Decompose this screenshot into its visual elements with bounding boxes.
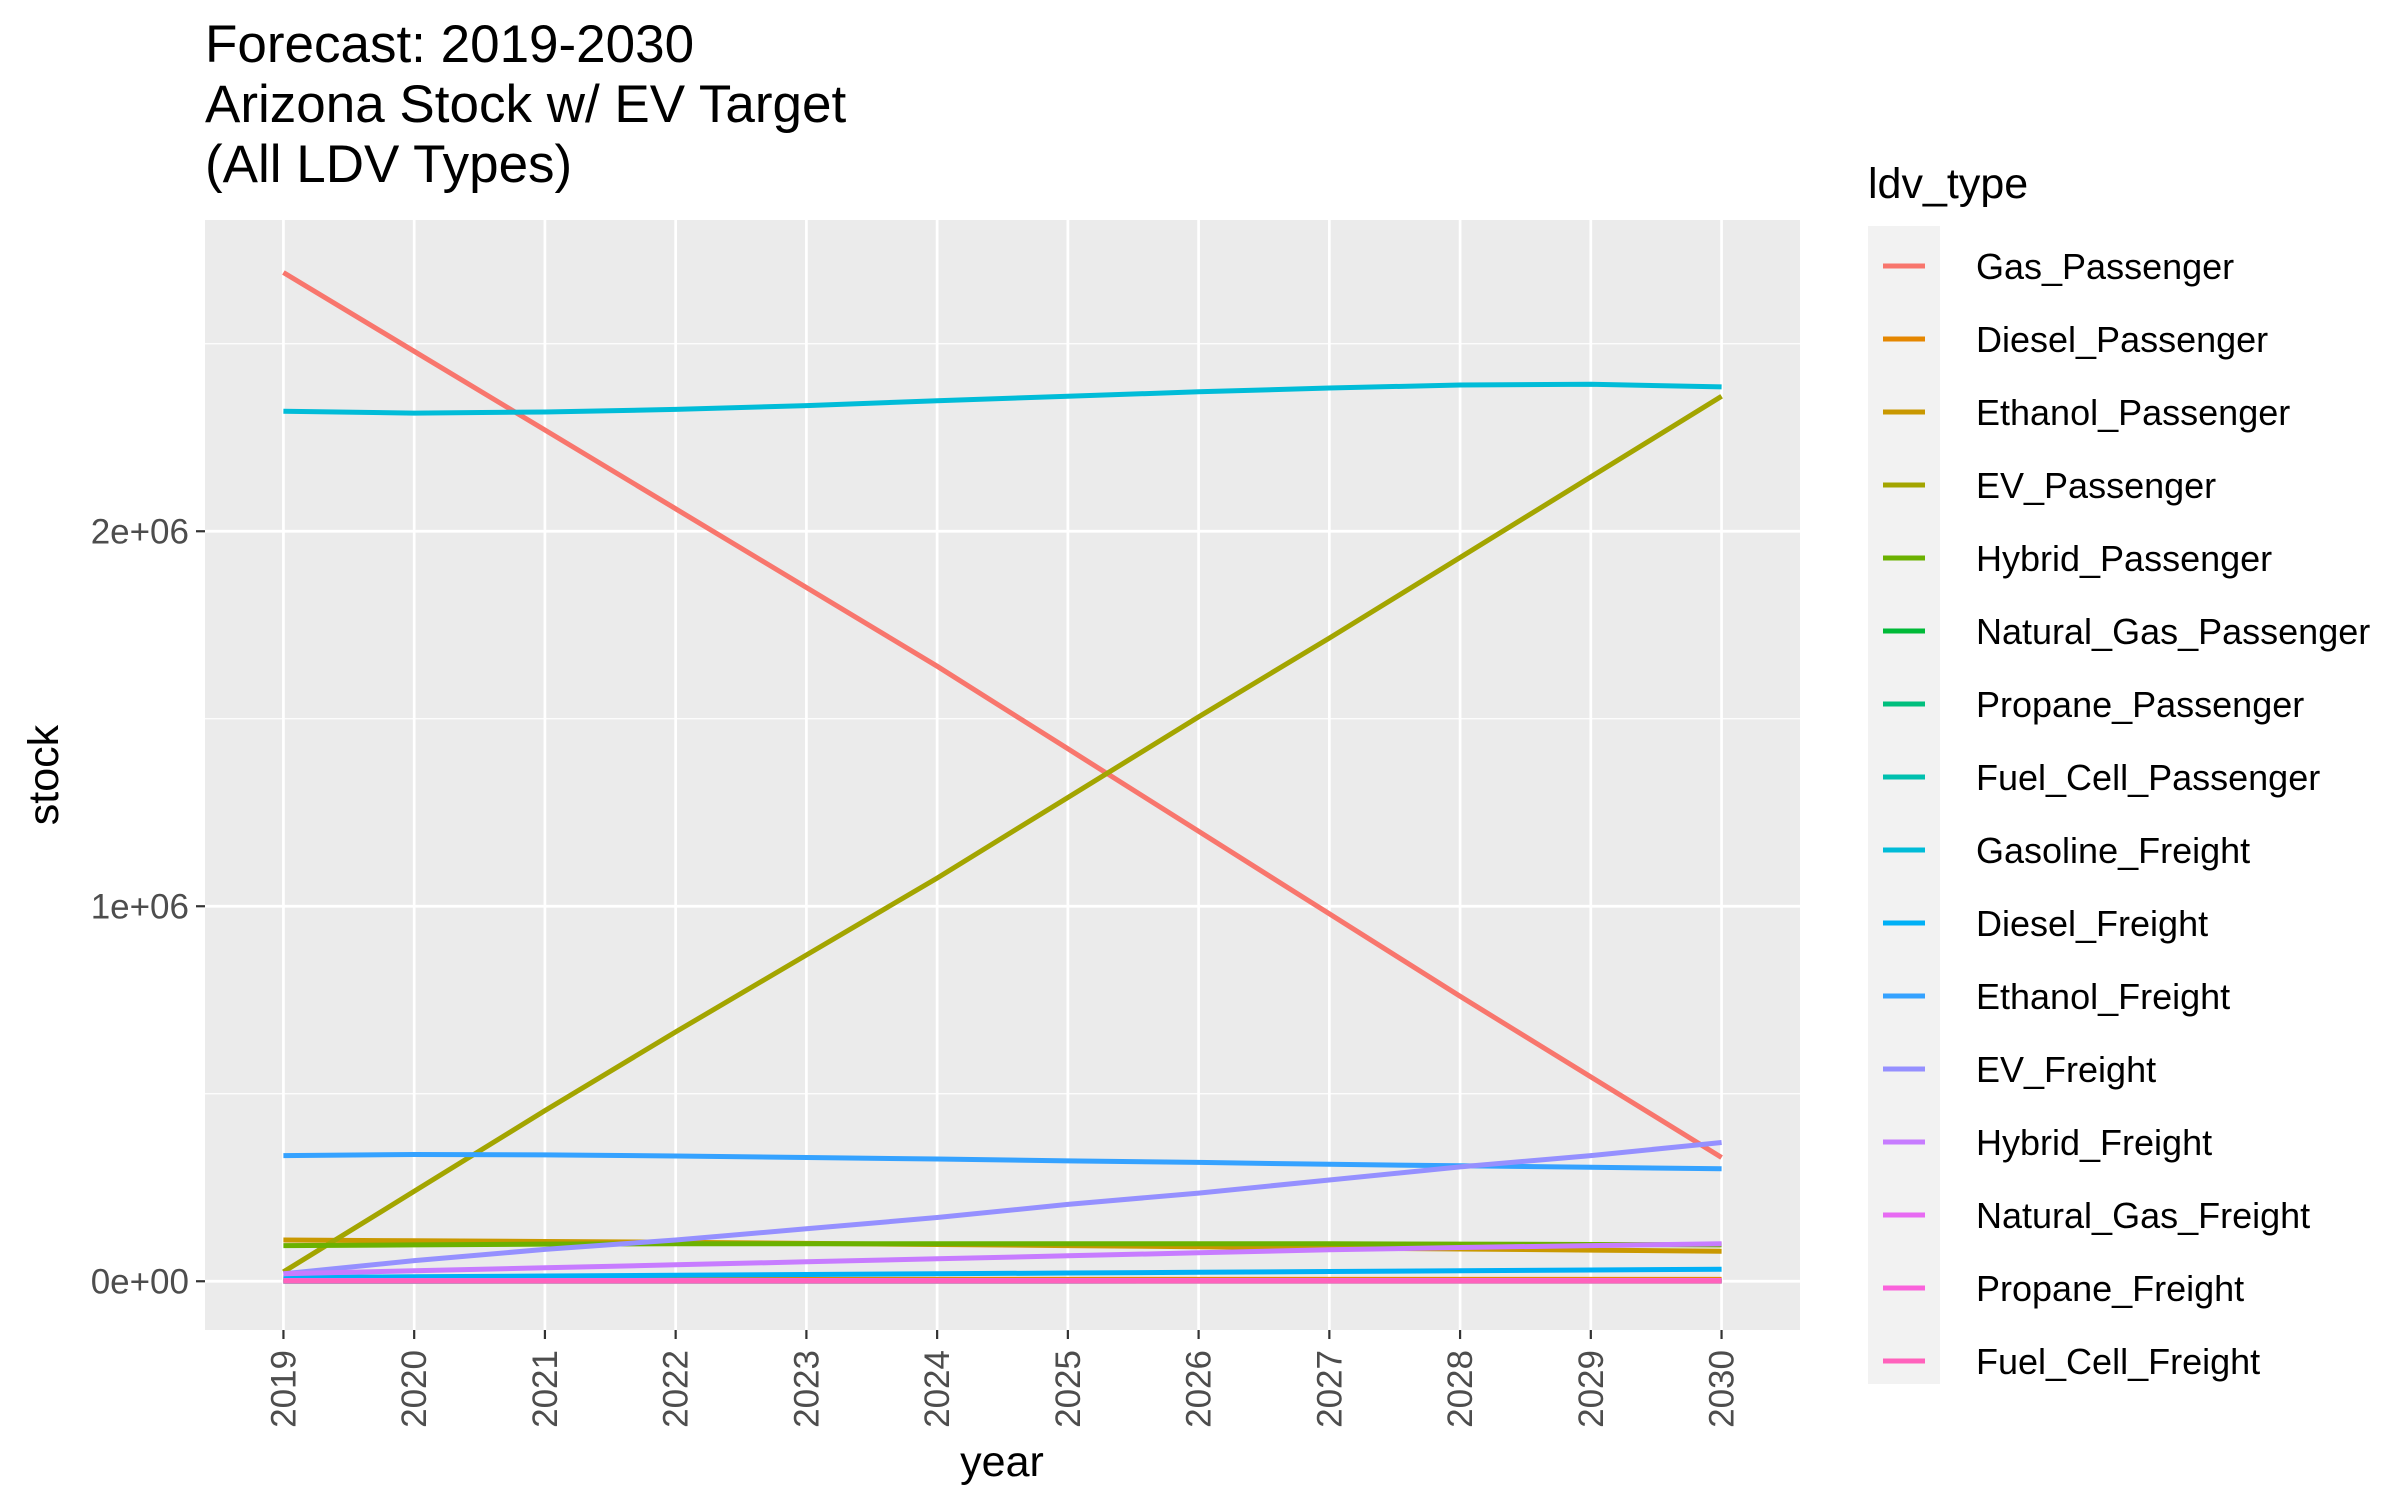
y-tick-label: 1e+06 [91, 887, 189, 926]
legend-item: Natural_Gas_Freight [1883, 1195, 2310, 1236]
y-axis: 0e+00 1e+06 2e+06 [91, 512, 205, 1301]
legend-item: Fuel_Cell_Freight [1883, 1341, 2260, 1382]
title-line-3: (All LDV Types) [205, 135, 572, 194]
legend-title: ldv_type [1868, 160, 2028, 208]
series-line-ev-freight [283, 1140, 1722, 1277]
x-tick-label: 2019 [264, 1350, 303, 1428]
legend-items: Gas_Passenger Diesel_Passenger Ethanol_Pas… [1883, 246, 2370, 1382]
legend-item: Diesel_Freight [1883, 903, 2208, 944]
x-tick-label: 2023 [787, 1350, 826, 1428]
legend-item: Diesel_Passenger [1883, 319, 2268, 360]
series-line-gasoline-freight [283, 381, 1722, 416]
legend-label: EV_Freight [1976, 1049, 2156, 1090]
legend-label: Hybrid_Freight [1976, 1122, 2212, 1163]
x-tick-label: 2022 [657, 1350, 696, 1428]
legend-label: Hybrid_Passenger [1976, 538, 2272, 579]
chart-title: Forecast: 2019-2030 Arizona Stock w/ EV … [205, 15, 846, 194]
legend-label: Fuel_Cell_Passenger [1976, 757, 2320, 798]
grid-minor [205, 343, 1800, 1095]
x-tick-label: 2026 [1180, 1350, 1219, 1428]
legend-item: Ethanol_Freight [1883, 976, 2230, 1017]
legend-item: Ethanol_Passenger [1883, 392, 2290, 433]
legend-item: EV_Passenger [1883, 465, 2216, 506]
legend-label: Ethanol_Freight [1976, 976, 2230, 1017]
grid-major [205, 220, 1800, 1330]
x-tick-label: 2030 [1703, 1350, 1742, 1428]
series-line-hybrid-freight [283, 1241, 1722, 1277]
legend-key-background [1868, 226, 1940, 1384]
title-line-1: Forecast: 2019-2030 [205, 15, 694, 74]
legend-label: Natural_Gas_Freight [1976, 1195, 2310, 1236]
x-tick-label: 2027 [1310, 1350, 1349, 1428]
legend-item: Propane_Freight [1883, 1268, 2244, 1309]
x-tick-label: 2024 [918, 1350, 957, 1428]
x-axis: 2019 2020 2021 2022 2023 2024 2025 2026 2027 2028… [264, 1330, 1742, 1428]
y-axis-title: stock [20, 724, 68, 825]
x-tick-label: 2028 [1441, 1350, 1480, 1428]
x-tick-label: 2025 [1049, 1350, 1088, 1428]
title-line-2: Arizona Stock w/ EV Target [205, 75, 846, 134]
legend-label: Natural_Gas_Passenger [1976, 611, 2370, 652]
x-tick-label: 2021 [526, 1350, 565, 1428]
legend-item: Hybrid_Freight [1883, 1122, 2212, 1163]
series-line-gas-passenger [282, 270, 1723, 1160]
legend-label: Diesel_Freight [1976, 903, 2208, 944]
legend-label: Diesel_Passenger [1976, 319, 2268, 360]
legend: ldv_type Gas_Passenger Diesel_Passenger Et… [1868, 160, 2370, 1384]
legend-item: Hybrid_Passenger [1883, 538, 2272, 579]
legend-item: Gas_Passenger [1883, 246, 2234, 287]
legend-label: Gas_Passenger [1976, 246, 2234, 287]
series-line-ev-passenger [282, 394, 1723, 1275]
legend-item: Natural_Gas_Passenger [1883, 611, 2370, 652]
x-tick-label: 2020 [395, 1350, 434, 1428]
series-lines [282, 270, 1723, 1284]
legend-label: Fuel_Cell_Freight [1976, 1341, 2260, 1382]
y-tick-label: 2e+06 [91, 512, 189, 551]
x-axis-title: year [960, 1438, 1044, 1486]
legend-item: Propane_Passenger [1883, 684, 2304, 725]
legend-item: EV_Freight [1883, 1049, 2156, 1090]
plot-panel [205, 220, 1800, 1330]
legend-label: Propane_Passenger [1976, 684, 2304, 725]
series-line-diesel-freight [283, 1266, 1722, 1280]
legend-item: Gasoline_Freight [1883, 830, 2250, 871]
legend-label: Propane_Freight [1976, 1268, 2244, 1309]
legend-label: Gasoline_Freight [1976, 830, 2250, 871]
legend-item: Fuel_Cell_Passenger [1883, 757, 2320, 798]
series-line-hybrid-passenger [283, 1241, 1722, 1249]
y-tick-label: 0e+00 [91, 1262, 189, 1301]
x-tick-label: 2029 [1572, 1350, 1611, 1428]
legend-label: Ethanol_Passenger [1976, 392, 2290, 433]
legend-label: EV_Passenger [1976, 465, 2216, 506]
